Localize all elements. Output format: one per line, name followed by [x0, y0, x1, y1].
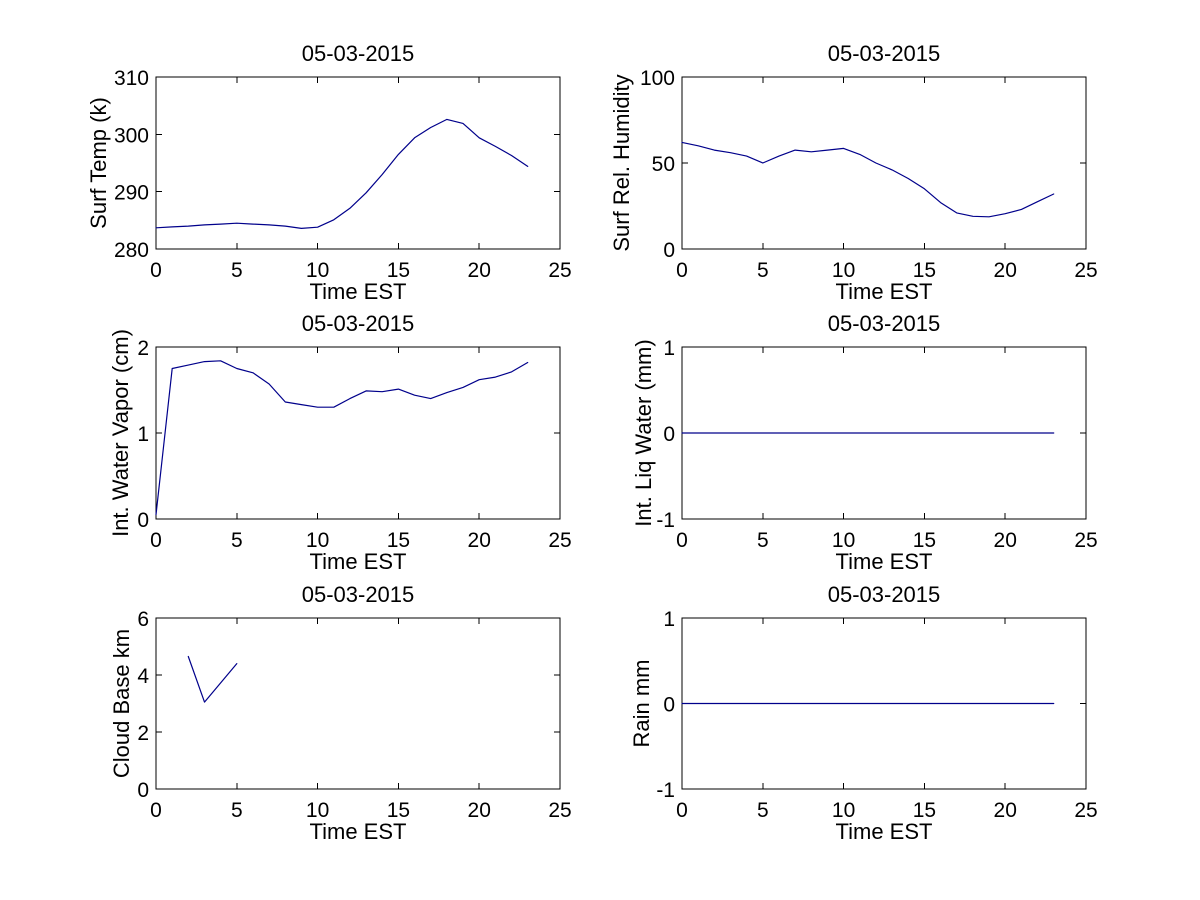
data-line-surf-rel-humidity	[681, 141, 1055, 218]
axes-box-int-water-vapor	[155, 346, 561, 520]
x-tick-label: 15	[913, 529, 936, 552]
x-tick-label: 25	[1074, 529, 1097, 552]
axes-box-surf-rel-humidity	[681, 76, 1087, 250]
x-tick-label: 0	[150, 529, 162, 552]
y-axis-label: Rain mm	[629, 659, 654, 747]
y-tick-label: 6	[137, 608, 149, 631]
x-tick-label: 25	[548, 799, 571, 822]
y-axis-label: Surf Rel. Humidity	[609, 74, 634, 251]
x-tick-label: 5	[231, 799, 243, 822]
subplot-surf-rel-humidity: 0 5 10 15 20 25 0 50 100 05-03-2015 Time EST Surf R…	[609, 41, 1098, 304]
subplot-title: 05-03-2015	[828, 311, 941, 336]
x-tick-label: 20	[468, 799, 491, 822]
subplot-title: 05-03-2015	[302, 311, 415, 336]
x-axis-label: Time EST	[310, 819, 407, 844]
x-tick-label: 10	[832, 529, 855, 552]
y-axis-label: Surf Temp (k)	[86, 97, 111, 229]
x-axis-label: Time EST	[310, 279, 407, 304]
x-tick-label: 20	[468, 529, 491, 552]
x-tick-label: 15	[387, 259, 410, 282]
x-tick-label: 20	[994, 529, 1017, 552]
y-tick-label: 300	[114, 124, 149, 147]
x-tick-label: 10	[832, 799, 855, 822]
x-tick-label: 5	[231, 529, 243, 552]
y-tick-label: -1	[656, 779, 675, 802]
y-tick-label: 4	[137, 665, 149, 688]
y-tick-label: 0	[663, 423, 675, 446]
x-tick-label: 25	[548, 259, 571, 282]
x-tick-label: 15	[387, 799, 410, 822]
y-tick-label: 2	[137, 722, 149, 745]
y-tick-label: 1	[663, 337, 675, 360]
y-axis-label: Cloud Base km	[109, 629, 134, 778]
x-axis-label: Time EST	[310, 549, 407, 574]
subplot-title: 05-03-2015	[828, 582, 941, 607]
y-tick-label: 0	[663, 239, 675, 262]
x-tick-label: 25	[1074, 799, 1097, 822]
y-tick-label: 0	[137, 779, 149, 802]
x-tick-label: 0	[676, 259, 688, 282]
x-tick-label: 10	[306, 259, 329, 282]
y-tick-label: -1	[656, 509, 675, 532]
subplot-title: 05-03-2015	[828, 41, 941, 66]
x-tick-label: 15	[913, 259, 936, 282]
x-tick-label: 5	[757, 259, 769, 282]
data-line-surf-temp	[155, 118, 529, 229]
data-line-cloud-base	[187, 655, 238, 703]
x-tick-label: 20	[994, 259, 1017, 282]
x-tick-label: 10	[832, 259, 855, 282]
x-axis-label: Time EST	[836, 549, 933, 574]
y-tick-label: 290	[114, 182, 149, 205]
x-tick-label: 0	[150, 799, 162, 822]
data-line-int-water-vapor	[155, 360, 529, 516]
x-tick-label: 0	[150, 259, 162, 282]
x-tick-label: 15	[913, 799, 936, 822]
y-tick-label: 310	[114, 67, 149, 90]
subplot-int-water-vapor: 0 5 10 15 20 25 0 1 2 05-03-2015 Time EST Int. Wate…	[108, 311, 572, 574]
y-axis-label: Int. Water Vapor (cm)	[108, 329, 133, 537]
axes-box-surf-temp	[155, 76, 561, 250]
subplot-title: 05-03-2015	[302, 582, 415, 607]
x-axis-label: Time EST	[836, 819, 933, 844]
x-axis-label: Time EST	[836, 279, 933, 304]
axes-box-cloud-base	[155, 617, 561, 790]
x-tick-label: 15	[387, 529, 410, 552]
x-tick-label: 10	[306, 799, 329, 822]
y-tick-label: 50	[652, 153, 675, 176]
y-axis-label: Int. Liq Water (mm)	[631, 339, 656, 526]
x-tick-label: 5	[231, 259, 243, 282]
x-tick-label: 10	[306, 529, 329, 552]
subplot-title: 05-03-2015	[302, 41, 415, 66]
x-tick-label: 20	[468, 259, 491, 282]
x-tick-label: 0	[676, 529, 688, 552]
y-tick-label: 0	[137, 509, 149, 532]
x-tick-label: 5	[757, 529, 769, 552]
y-tick-label: 0	[663, 694, 675, 717]
subplot-cloud-base: 0 5 10 15 20 25 0 2 4 6 05-03-2015 Time EST Cloud Ba…	[109, 582, 572, 844]
x-tick-label: 5	[757, 799, 769, 822]
x-tick-label: 20	[994, 799, 1017, 822]
x-tick-label: 25	[1074, 259, 1097, 282]
y-tick-label: 2	[137, 337, 149, 360]
y-tick-label: 1	[663, 608, 675, 631]
y-tick-label: 1	[137, 423, 149, 446]
y-tick-label: 280	[114, 239, 149, 262]
x-tick-label: 0	[676, 799, 688, 822]
x-tick-label: 25	[548, 529, 571, 552]
subplot-surf-temp: 0 5 10 15 20 25 280 290 300 310 05-03-2015 Time EST…	[86, 41, 572, 304]
y-tick-label: 100	[640, 67, 675, 90]
